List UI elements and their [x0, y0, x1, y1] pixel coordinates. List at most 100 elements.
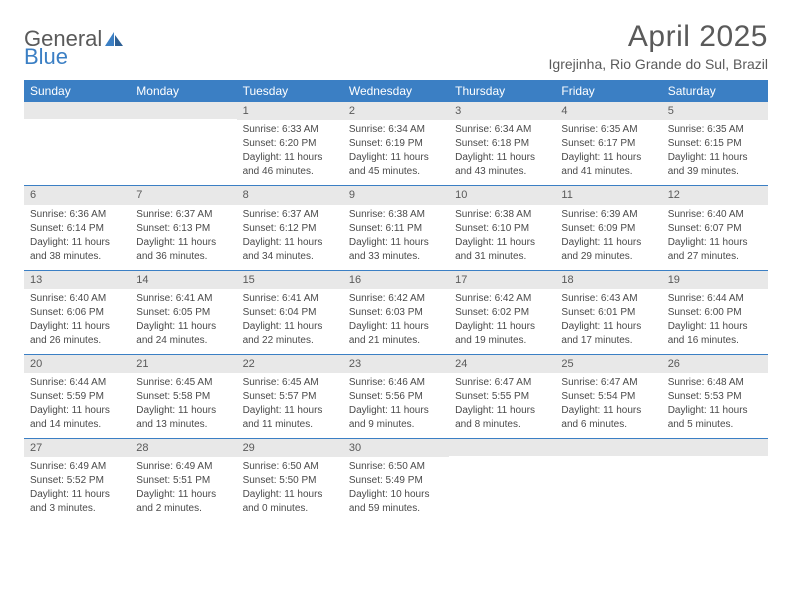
day-number: 15 — [237, 271, 343, 289]
logo-sail-icon — [104, 31, 124, 47]
day-body: Sunrise: 6:40 AMSunset: 6:06 PMDaylight:… — [24, 289, 130, 354]
sunrise-text: Sunrise: 6:49 AM — [136, 460, 230, 473]
daylight-text-2: and 36 minutes. — [136, 250, 230, 263]
daylight-text-1: Daylight: 11 hours — [30, 236, 124, 249]
day-body: Sunrise: 6:43 AMSunset: 6:01 PMDaylight:… — [555, 289, 661, 354]
sunrise-text: Sunrise: 6:41 AM — [136, 292, 230, 305]
day-number: 9 — [343, 186, 449, 204]
daylight-text-2: and 27 minutes. — [668, 250, 762, 263]
month-title: April 2025 — [549, 20, 768, 54]
sunset-text: Sunset: 6:02 PM — [455, 306, 549, 319]
day-number — [662, 439, 768, 456]
sunset-text: Sunset: 5:58 PM — [136, 390, 230, 403]
day-body: Sunrise: 6:35 AMSunset: 6:17 PMDaylight:… — [555, 120, 661, 185]
day-number: 7 — [130, 186, 236, 204]
day-cell: 12Sunrise: 6:40 AMSunset: 6:07 PMDayligh… — [662, 186, 768, 269]
daylight-text-1: Daylight: 11 hours — [136, 320, 230, 333]
day-cell: 7Sunrise: 6:37 AMSunset: 6:13 PMDaylight… — [130, 186, 236, 269]
daylight-text-1: Daylight: 11 hours — [349, 404, 443, 417]
sunset-text: Sunset: 6:01 PM — [561, 306, 655, 319]
sunset-text: Sunset: 6:00 PM — [668, 306, 762, 319]
day-number: 20 — [24, 355, 130, 373]
day-number: 30 — [343, 439, 449, 457]
day-number — [555, 439, 661, 456]
daylight-text-1: Daylight: 11 hours — [668, 404, 762, 417]
day-number: 11 — [555, 186, 661, 204]
daylight-text-2: and 24 minutes. — [136, 334, 230, 347]
day-header-cell: Saturday — [662, 80, 768, 102]
location-text: Igrejinha, Rio Grande do Sul, Brazil — [549, 56, 768, 72]
daylight-text-2: and 8 minutes. — [455, 418, 549, 431]
daylight-text-2: and 46 minutes. — [243, 165, 337, 178]
sunrise-text: Sunrise: 6:38 AM — [455, 208, 549, 221]
day-body: Sunrise: 6:37 AMSunset: 6:12 PMDaylight:… — [237, 205, 343, 270]
day-body: Sunrise: 6:45 AMSunset: 5:58 PMDaylight:… — [130, 373, 236, 438]
day-cell: 6Sunrise: 6:36 AMSunset: 6:14 PMDaylight… — [24, 186, 130, 269]
title-block: April 2025 Igrejinha, Rio Grande do Sul,… — [549, 20, 768, 72]
daylight-text-2: and 0 minutes. — [243, 502, 337, 515]
week-row: 20Sunrise: 6:44 AMSunset: 5:59 PMDayligh… — [24, 355, 768, 439]
day-cell: 11Sunrise: 6:39 AMSunset: 6:09 PMDayligh… — [555, 186, 661, 269]
sunrise-text: Sunrise: 6:48 AM — [668, 376, 762, 389]
day-header-cell: Sunday — [24, 80, 130, 102]
sunrise-text: Sunrise: 6:42 AM — [455, 292, 549, 305]
day-number: 3 — [449, 102, 555, 120]
day-number: 12 — [662, 186, 768, 204]
day-cell: 20Sunrise: 6:44 AMSunset: 5:59 PMDayligh… — [24, 355, 130, 438]
day-cell: 28Sunrise: 6:49 AMSunset: 5:51 PMDayligh… — [130, 439, 236, 522]
sunset-text: Sunset: 6:10 PM — [455, 222, 549, 235]
day-number: 17 — [449, 271, 555, 289]
sunrise-text: Sunrise: 6:50 AM — [349, 460, 443, 473]
sunset-text: Sunset: 5:52 PM — [30, 474, 124, 487]
daylight-text-1: Daylight: 11 hours — [455, 404, 549, 417]
day-cell — [130, 102, 236, 185]
sunrise-text: Sunrise: 6:47 AM — [561, 376, 655, 389]
day-header-cell: Monday — [130, 80, 236, 102]
sunrise-text: Sunrise: 6:49 AM — [30, 460, 124, 473]
day-body: Sunrise: 6:35 AMSunset: 6:15 PMDaylight:… — [662, 120, 768, 185]
daylight-text-1: Daylight: 11 hours — [30, 320, 124, 333]
day-number: 16 — [343, 271, 449, 289]
day-number: 18 — [555, 271, 661, 289]
day-body: Sunrise: 6:34 AMSunset: 6:19 PMDaylight:… — [343, 120, 449, 185]
header: General April 2025 Igrejinha, Rio Grande… — [24, 20, 768, 72]
sunset-text: Sunset: 6:19 PM — [349, 137, 443, 150]
day-header-cell: Wednesday — [343, 80, 449, 102]
day-body: Sunrise: 6:50 AMSunset: 5:49 PMDaylight:… — [343, 457, 449, 522]
daylight-text-1: Daylight: 11 hours — [243, 151, 337, 164]
daylight-text-2: and 14 minutes. — [30, 418, 124, 431]
daylight-text-2: and 3 minutes. — [30, 502, 124, 515]
day-number: 29 — [237, 439, 343, 457]
week-row: 27Sunrise: 6:49 AMSunset: 5:52 PMDayligh… — [24, 439, 768, 522]
sunset-text: Sunset: 5:57 PM — [243, 390, 337, 403]
sunrise-text: Sunrise: 6:34 AM — [349, 123, 443, 136]
daylight-text-1: Daylight: 11 hours — [455, 236, 549, 249]
day-cell: 25Sunrise: 6:47 AMSunset: 5:54 PMDayligh… — [555, 355, 661, 438]
sunrise-text: Sunrise: 6:35 AM — [668, 123, 762, 136]
day-cell: 17Sunrise: 6:42 AMSunset: 6:02 PMDayligh… — [449, 271, 555, 354]
sunset-text: Sunset: 5:56 PM — [349, 390, 443, 403]
sunrise-text: Sunrise: 6:43 AM — [561, 292, 655, 305]
daylight-text-1: Daylight: 11 hours — [243, 320, 337, 333]
sunset-text: Sunset: 5:54 PM — [561, 390, 655, 403]
day-body: Sunrise: 6:38 AMSunset: 6:11 PMDaylight:… — [343, 205, 449, 270]
daylight-text-1: Daylight: 11 hours — [30, 488, 124, 501]
daylight-text-1: Daylight: 11 hours — [668, 236, 762, 249]
day-cell: 8Sunrise: 6:37 AMSunset: 6:12 PMDaylight… — [237, 186, 343, 269]
day-number: 22 — [237, 355, 343, 373]
sunrise-text: Sunrise: 6:39 AM — [561, 208, 655, 221]
weeks-container: 1Sunrise: 6:33 AMSunset: 6:20 PMDaylight… — [24, 102, 768, 522]
day-body: Sunrise: 6:33 AMSunset: 6:20 PMDaylight:… — [237, 120, 343, 185]
day-cell: 23Sunrise: 6:46 AMSunset: 5:56 PMDayligh… — [343, 355, 449, 438]
daylight-text-1: Daylight: 11 hours — [136, 404, 230, 417]
sunset-text: Sunset: 6:05 PM — [136, 306, 230, 319]
day-body: Sunrise: 6:50 AMSunset: 5:50 PMDaylight:… — [237, 457, 343, 522]
daylight-text-1: Daylight: 11 hours — [243, 404, 337, 417]
daylight-text-2: and 33 minutes. — [349, 250, 443, 263]
sunrise-text: Sunrise: 6:42 AM — [349, 292, 443, 305]
daylight-text-2: and 43 minutes. — [455, 165, 549, 178]
sunrise-text: Sunrise: 6:38 AM — [349, 208, 443, 221]
daylight-text-2: and 6 minutes. — [561, 418, 655, 431]
day-cell: 26Sunrise: 6:48 AMSunset: 5:53 PMDayligh… — [662, 355, 768, 438]
day-body: Sunrise: 6:42 AMSunset: 6:02 PMDaylight:… — [449, 289, 555, 354]
